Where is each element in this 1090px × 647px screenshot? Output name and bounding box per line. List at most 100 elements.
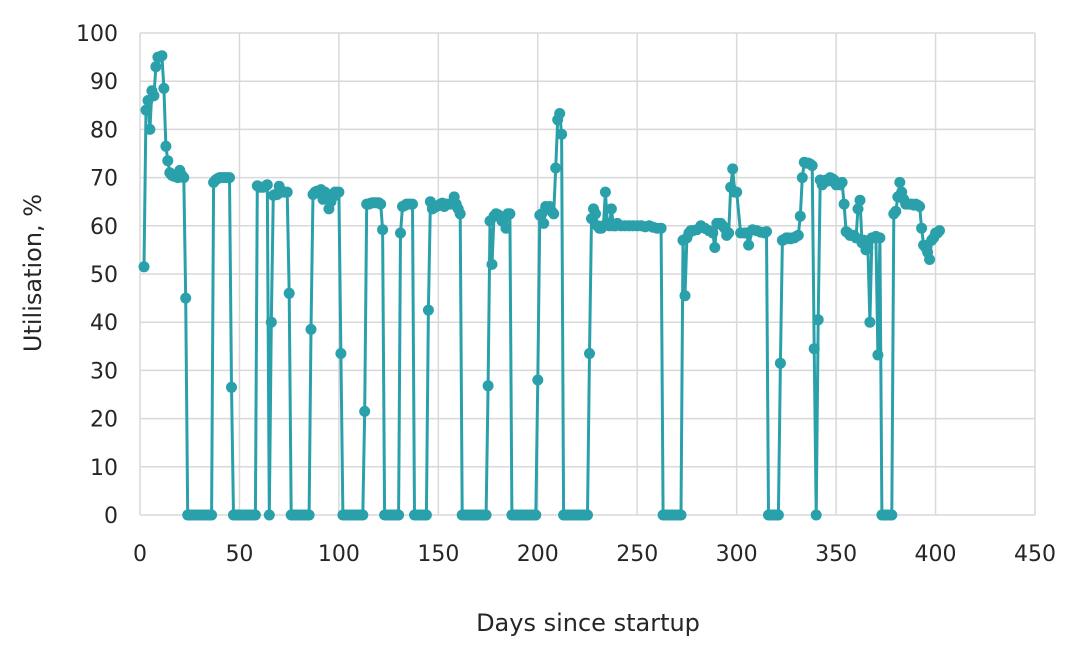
x-tick-label: 250 (616, 542, 658, 567)
points-layer (138, 50, 945, 521)
data-point (675, 509, 687, 521)
data-point (263, 509, 275, 521)
data-point (180, 292, 192, 304)
data-point (224, 172, 235, 184)
data-point (914, 201, 926, 212)
data-point (395, 227, 406, 239)
data-point (335, 348, 347, 359)
data-point (283, 287, 295, 299)
data-point (532, 374, 544, 386)
y-tick-label: 30 (90, 359, 118, 384)
data-point (226, 381, 237, 393)
y-tick-label: 60 (90, 215, 118, 240)
x-tick-label: 450 (1014, 542, 1056, 567)
data-point (158, 82, 170, 94)
y-tick-label: 70 (90, 167, 118, 192)
data-point (305, 323, 317, 335)
data-point (707, 227, 719, 239)
data-point (582, 509, 593, 521)
data-point (500, 222, 512, 234)
data-point (792, 229, 804, 241)
data-point (872, 349, 884, 361)
data-point (422, 304, 434, 316)
data-point (812, 314, 824, 326)
data-point (584, 348, 595, 359)
data-point (794, 210, 806, 222)
data-point (162, 155, 174, 167)
data-point (420, 509, 432, 521)
data-point (605, 203, 617, 215)
data-point (655, 222, 667, 234)
data-point (890, 205, 902, 217)
data-point (556, 128, 568, 140)
y-axis-title: Utilisation, % (19, 194, 47, 352)
y-tick-label: 80 (90, 118, 118, 143)
data-point (731, 186, 743, 198)
data-point (761, 226, 772, 238)
data-point (886, 509, 898, 521)
data-point (772, 509, 784, 521)
data-point (303, 509, 315, 521)
y-tick-label: 100 (76, 22, 118, 47)
data-point (140, 104, 152, 116)
x-tick-label: 150 (417, 542, 459, 567)
x-tick-label: 100 (318, 542, 360, 567)
data-point (281, 186, 293, 198)
data-point (156, 50, 168, 62)
data-point (178, 172, 190, 184)
data-point (333, 186, 345, 198)
data-point (393, 509, 405, 521)
y-tick-label: 50 (90, 263, 118, 288)
x-tick-label: 350 (815, 542, 857, 567)
data-point (148, 90, 160, 102)
data-point (894, 176, 906, 188)
data-point (916, 222, 928, 234)
data-point (150, 61, 162, 73)
data-point (375, 198, 387, 210)
data-point (838, 198, 850, 210)
data-point (486, 258, 498, 270)
data-point (249, 509, 261, 521)
data-point (854, 194, 866, 206)
x-tick-label: 300 (716, 542, 758, 567)
data-point (874, 232, 886, 244)
y-tick-label: 90 (90, 70, 118, 95)
data-point (679, 290, 691, 302)
x-tick-label: 200 (517, 542, 559, 567)
data-point (144, 123, 156, 135)
y-tick-labels: 0 10 20 30 40 50 60 70 80 90 100 (76, 22, 118, 529)
data-point (160, 140, 172, 152)
data-point (550, 162, 562, 174)
data-point (138, 261, 150, 273)
x-tick-labels: 0 50 100 150 200 250 300 350 400 450 (133, 542, 1056, 567)
x-tick-label: 0 (133, 542, 147, 567)
data-point (480, 509, 492, 521)
data-point (723, 227, 735, 239)
data-point (924, 254, 936, 265)
data-point (548, 208, 560, 220)
y-tick-label: 10 (90, 456, 118, 481)
data-point (265, 316, 277, 328)
data-point (504, 208, 516, 220)
data-point (934, 225, 945, 237)
data-point (357, 509, 369, 521)
series-line (142, 54, 941, 517)
data-point (554, 108, 566, 119)
data-point (862, 242, 874, 253)
data-point (836, 176, 848, 188)
x-tick-label: 400 (915, 542, 957, 567)
data-point (530, 509, 542, 521)
data-point (538, 217, 550, 229)
data-point (774, 357, 786, 369)
data-point (359, 405, 371, 417)
data-point (806, 160, 818, 172)
data-point (206, 509, 218, 521)
x-tick-label: 50 (225, 542, 253, 567)
series-layer (142, 54, 941, 517)
data-point (377, 224, 389, 236)
data-point (852, 203, 864, 215)
y-tick-label: 20 (90, 408, 118, 433)
y-tick-label: 40 (90, 311, 118, 336)
data-point (599, 186, 611, 198)
